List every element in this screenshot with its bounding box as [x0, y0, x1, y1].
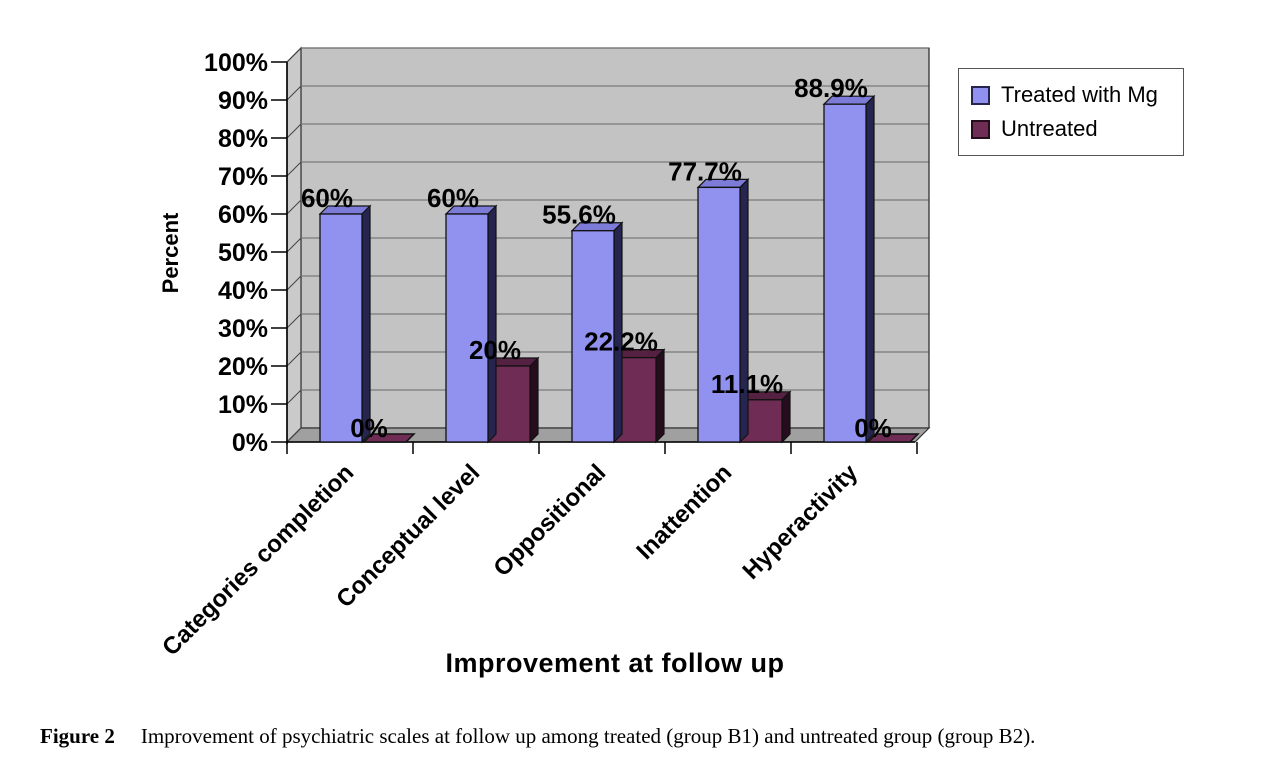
chart-plot: 0% 10% 20% 30% 40% 50% 60% 70% 80% 90% 100% 60% 0% 60… [157, 46, 931, 661]
data-label: 11.1% [711, 369, 783, 399]
bar-treated-3-side [739, 177, 749, 444]
bar-treated-0-side [361, 204, 371, 444]
legend-label-treated: Treated with Mg [1001, 82, 1158, 107]
y-tick-label: 10% [218, 391, 268, 419]
y-tick-label: 100% [204, 49, 268, 77]
data-label: 20% [469, 335, 521, 365]
data-label: 0% [854, 413, 892, 443]
left-wall-grid-stub [286, 161, 302, 177]
data-label: 0% [350, 413, 388, 443]
y-tick-label: 90% [218, 87, 268, 115]
left-wall-grid-stub [286, 351, 302, 367]
y-tick-label: 40% [218, 277, 268, 305]
legend-label-untreated: Untreated [1001, 116, 1098, 141]
bar-treated-4 [823, 103, 867, 443]
bar-untreated-1-side [529, 356, 539, 444]
figure-caption: Figure 2 Improvement of psychiatric scale… [40, 724, 1252, 749]
figure-caption-label: Figure 2 [40, 724, 115, 748]
left-wall-grid-stub [286, 85, 302, 101]
y-tick-label: 50% [218, 239, 268, 267]
y-tick-label: 20% [218, 353, 268, 381]
category-label: Categories completion [157, 459, 359, 661]
left-wall-grid-stub [286, 47, 302, 63]
bar-untreated-4 [866, 433, 920, 443]
legend: Treated with Mg Untreated [958, 68, 1184, 156]
left-wall-grid-stub [286, 313, 302, 329]
legend-item-treated: Treated with Mg [971, 78, 1177, 112]
y-tick-label: 80% [218, 125, 268, 153]
data-label: 55.6% [542, 200, 616, 230]
data-label: 88.9% [794, 73, 868, 103]
category-label: Inattention [631, 459, 737, 565]
legend-swatch-treated-icon [971, 85, 990, 105]
bar-treated-3 [697, 186, 741, 443]
data-label: 77.7% [668, 156, 742, 186]
left-wall-grid-stub [286, 237, 302, 253]
legend-swatch-untreated-icon [971, 119, 990, 139]
y-axis-title: Percent [158, 212, 183, 294]
left-wall-grid-stub [286, 275, 302, 291]
bar-treated-0 [319, 213, 363, 443]
left-wall-grid-stub [286, 389, 302, 405]
left-wall-grid-stub [286, 123, 302, 139]
data-label: 60% [301, 183, 353, 213]
y-tick-label: 0% [232, 429, 268, 457]
bar-untreated-2-side [655, 348, 665, 444]
bar-treated-1-side [487, 204, 497, 444]
left-wall-grid-stub [286, 427, 302, 443]
x-axis-title: Improvement at follow up [445, 648, 785, 678]
y-tick-label: 30% [218, 315, 268, 343]
bar-treated-4-side [865, 94, 875, 444]
left-wall-grid-stub [286, 199, 302, 215]
bar-untreated-0 [362, 433, 416, 443]
y-tick-label: 70% [218, 163, 268, 191]
data-label: 60% [427, 183, 479, 213]
bar-treated-1 [445, 213, 489, 443]
category-label: Oppositional [488, 459, 611, 582]
data-label: 22.2% [584, 327, 658, 357]
bar-untreated-3-side [781, 390, 791, 444]
bar-treated-2 [571, 230, 615, 443]
y-tick-label: 60% [218, 201, 268, 229]
category-label: Hyperactivity [738, 459, 864, 585]
figure-caption-text: Improvement of psychiatric scales at fol… [140, 724, 1036, 748]
legend-item-untreated: Untreated [971, 112, 1177, 146]
